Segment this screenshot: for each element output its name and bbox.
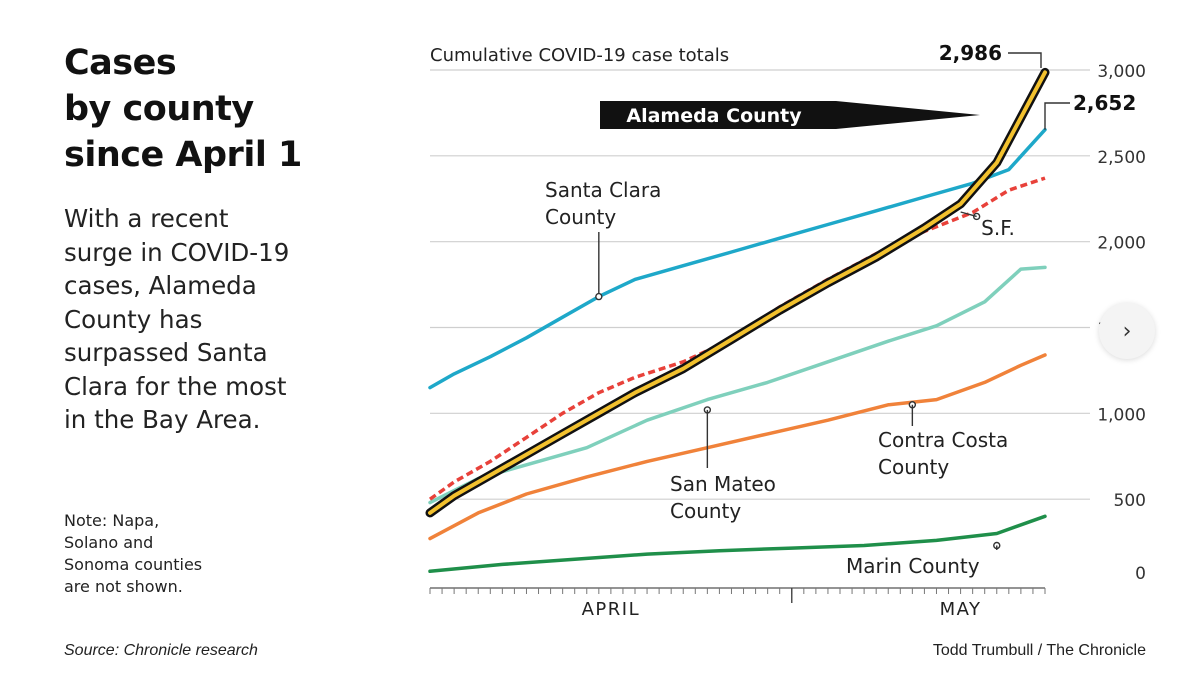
chart-note: Note: Napa, Solano and Sonoma counties a… bbox=[64, 510, 284, 598]
y-tick-label: 2,000 bbox=[1097, 234, 1146, 254]
leader-line bbox=[960, 211, 977, 218]
chart-title: Cumulative COVID-19 case totals bbox=[430, 45, 729, 66]
leader-line bbox=[1044, 102, 1070, 130]
series-end-value: 2,652 bbox=[1073, 91, 1136, 115]
headline: Cases by county since April 1 bbox=[64, 40, 384, 178]
dek-line: surpassed Santa bbox=[64, 338, 268, 367]
series-line bbox=[428, 353, 1047, 541]
leader-line bbox=[1008, 52, 1042, 68]
dek-line: Clara for the most bbox=[64, 371, 287, 401]
series-label: County bbox=[878, 455, 949, 479]
y-tick-label: 3,000 bbox=[1097, 62, 1146, 82]
series-label: Santa Clara bbox=[545, 178, 661, 202]
headline-line: since April 1 bbox=[64, 135, 302, 175]
chevron-right-icon: › bbox=[1122, 318, 1132, 344]
series-line bbox=[428, 514, 1047, 574]
series-label: San Mateo bbox=[670, 472, 776, 496]
dek-line: cases, Alameda bbox=[64, 271, 257, 300]
dek-line: surge in COVID-19 bbox=[64, 237, 290, 267]
y-tick-label: 0 bbox=[1135, 564, 1146, 584]
dek-text: With a recent surge in COVID-19 cases, A… bbox=[64, 202, 364, 437]
note-line: are not shown. bbox=[64, 577, 183, 596]
series-line bbox=[428, 70, 1047, 515]
series-line bbox=[428, 176, 1046, 501]
y-tick-label: 1,000 bbox=[1097, 405, 1146, 425]
note-line: Note: Napa, bbox=[64, 511, 160, 530]
series-label-box bbox=[600, 101, 980, 129]
next-slide-button[interactable]: › bbox=[1099, 303, 1155, 359]
graphic-credit: Todd Trumbull / The Chronicle bbox=[932, 642, 1146, 659]
y-tick-label: 2,500 bbox=[1097, 148, 1146, 168]
series-label: Marin County bbox=[846, 554, 980, 578]
month-label: MAY bbox=[940, 599, 982, 620]
series-end-value: 2,986 bbox=[939, 41, 1002, 65]
leader-dot bbox=[595, 292, 603, 301]
headline-line: Cases bbox=[64, 43, 177, 83]
headline-line: by county bbox=[64, 89, 254, 129]
dek-line: With a recent bbox=[64, 204, 229, 233]
source-credit: Source: Chronicle research bbox=[64, 642, 258, 659]
series-label: County bbox=[670, 499, 741, 523]
series-label: County bbox=[545, 205, 616, 229]
series-label: Contra Costa bbox=[878, 428, 1008, 452]
month-label: APRIL bbox=[582, 599, 641, 620]
series-line bbox=[428, 265, 1047, 505]
note-line: Solano and bbox=[64, 533, 154, 552]
series-label: S.F. bbox=[981, 216, 1015, 240]
note-line: Sonoma counties bbox=[64, 555, 203, 574]
dek-line: County has bbox=[64, 304, 203, 334]
series-line bbox=[428, 127, 1047, 390]
dek-line: in the Bay Area. bbox=[64, 405, 261, 434]
y-tick-label: 500 bbox=[1114, 491, 1146, 511]
series-label: Alameda County bbox=[626, 105, 802, 127]
